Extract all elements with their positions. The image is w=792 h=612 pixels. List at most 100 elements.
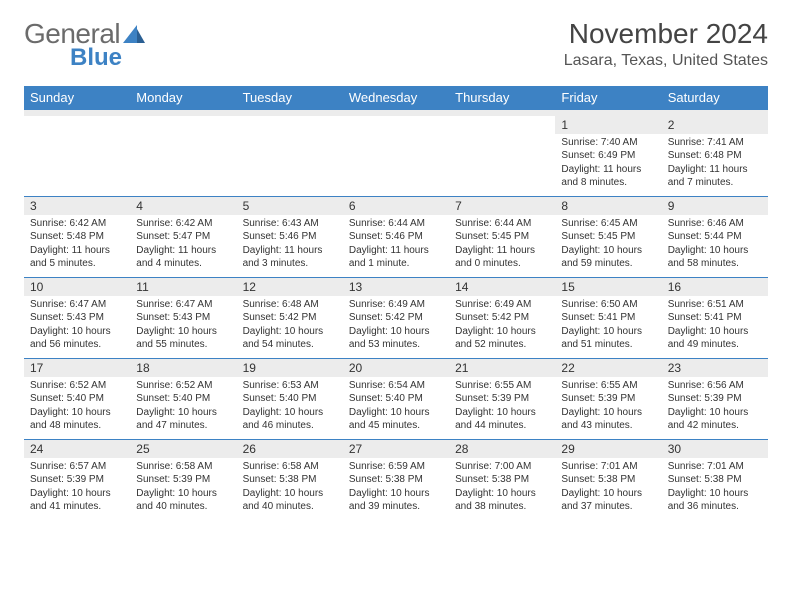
day-detail: Sunrise: 7:41 AMSunset: 6:48 PMDaylight:… (662, 134, 768, 197)
day-detail: Sunrise: 6:44 AMSunset: 5:45 PMDaylight:… (449, 215, 555, 278)
day-detail: Sunrise: 6:50 AMSunset: 5:41 PMDaylight:… (555, 296, 661, 359)
day-detail: Sunrise: 6:54 AMSunset: 5:40 PMDaylight:… (343, 377, 449, 440)
day-number (449, 116, 555, 134)
day-number: 11 (130, 277, 236, 296)
day-number: 17 (24, 358, 130, 377)
daylight-text-2: and 37 minutes. (561, 500, 655, 514)
sunrise-text: Sunrise: 6:53 AM (243, 379, 337, 393)
daylight-text-1: Daylight: 10 hours (243, 325, 337, 339)
day-number: 1 (555, 116, 661, 134)
day-number: 27 (343, 439, 449, 458)
day-number: 19 (237, 358, 343, 377)
day-number: 29 (555, 439, 661, 458)
day-number: 25 (130, 439, 236, 458)
daylight-text-1: Daylight: 10 hours (455, 406, 549, 420)
daylight-text-1: Daylight: 10 hours (349, 487, 443, 501)
sunrise-text: Sunrise: 6:50 AM (561, 298, 655, 312)
sunset-text: Sunset: 5:42 PM (243, 311, 337, 325)
day-number: 10 (24, 277, 130, 296)
sunrise-text: Sunrise: 6:42 AM (136, 217, 230, 231)
day-detail: Sunrise: 6:42 AMSunset: 5:48 PMDaylight:… (24, 215, 130, 278)
daylight-text-1: Daylight: 10 hours (668, 487, 762, 501)
sunset-text: Sunset: 5:48 PM (30, 230, 124, 244)
daylight-text-2: and 1 minute. (349, 257, 443, 271)
title-block: November 2024 Lasara, Texas, United Stat… (564, 18, 768, 70)
month-title: November 2024 (564, 18, 768, 50)
day-number: 9 (662, 196, 768, 215)
daylight-text-1: Daylight: 11 hours (668, 163, 762, 177)
day-number: 12 (237, 277, 343, 296)
daylight-text-1: Daylight: 10 hours (561, 487, 655, 501)
sunset-text: Sunset: 5:40 PM (30, 392, 124, 406)
daylight-text-1: Daylight: 10 hours (243, 487, 337, 501)
sunset-text: Sunset: 5:39 PM (30, 473, 124, 487)
daylight-text-2: and 5 minutes. (30, 257, 124, 271)
sunset-text: Sunset: 5:38 PM (561, 473, 655, 487)
sunset-text: Sunset: 5:39 PM (455, 392, 549, 406)
day-detail: Sunrise: 7:00 AMSunset: 5:38 PMDaylight:… (449, 458, 555, 520)
day-number: 28 (449, 439, 555, 458)
day-detail: Sunrise: 7:40 AMSunset: 6:49 PMDaylight:… (555, 134, 661, 197)
day-number: 20 (343, 358, 449, 377)
daylight-text-2: and 58 minutes. (668, 257, 762, 271)
day-of-week-row: Sunday Monday Tuesday Wednesday Thursday… (24, 86, 768, 110)
sunrise-text: Sunrise: 7:40 AM (561, 136, 655, 150)
sunrise-text: Sunrise: 7:01 AM (668, 460, 762, 474)
daylight-text-2: and 41 minutes. (30, 500, 124, 514)
sunset-text: Sunset: 5:42 PM (455, 311, 549, 325)
sunrise-text: Sunrise: 6:51 AM (668, 298, 762, 312)
daylight-text-1: Daylight: 11 hours (136, 244, 230, 258)
dow-sun: Sunday (24, 86, 130, 110)
sunrise-text: Sunrise: 6:44 AM (349, 217, 443, 231)
daylight-text-2: and 4 minutes. (136, 257, 230, 271)
day-detail: Sunrise: 6:46 AMSunset: 5:44 PMDaylight:… (662, 215, 768, 278)
daylight-text-1: Daylight: 10 hours (561, 325, 655, 339)
day-detail: Sunrise: 6:52 AMSunset: 5:40 PMDaylight:… (24, 377, 130, 440)
day-number: 22 (555, 358, 661, 377)
day-detail: Sunrise: 6:57 AMSunset: 5:39 PMDaylight:… (24, 458, 130, 520)
location: Lasara, Texas, United States (564, 52, 768, 70)
sunset-text: Sunset: 5:44 PM (668, 230, 762, 244)
day-number: 6 (343, 196, 449, 215)
daylight-text-2: and 45 minutes. (349, 419, 443, 433)
dow-wed: Wednesday (343, 86, 449, 110)
day-number: 5 (237, 196, 343, 215)
day-detail: Sunrise: 6:56 AMSunset: 5:39 PMDaylight:… (662, 377, 768, 440)
sunset-text: Sunset: 5:42 PM (349, 311, 443, 325)
day-detail: Sunrise: 6:43 AMSunset: 5:46 PMDaylight:… (237, 215, 343, 278)
sunrise-text: Sunrise: 6:56 AM (668, 379, 762, 393)
logo-word2: Blue (70, 44, 145, 72)
daylight-text-2: and 51 minutes. (561, 338, 655, 352)
sunset-text: Sunset: 5:43 PM (30, 311, 124, 325)
dow-thu: Thursday (449, 86, 555, 110)
day-detail: Sunrise: 6:47 AMSunset: 5:43 PMDaylight:… (130, 296, 236, 359)
day-detail: Sunrise: 6:58 AMSunset: 5:39 PMDaylight:… (130, 458, 236, 520)
daylight-text-1: Daylight: 10 hours (349, 406, 443, 420)
daylight-text-1: Daylight: 11 hours (349, 244, 443, 258)
sunrise-text: Sunrise: 6:55 AM (561, 379, 655, 393)
daylight-text-2: and 52 minutes. (455, 338, 549, 352)
day-number: 15 (555, 277, 661, 296)
day-detail: Sunrise: 7:01 AMSunset: 5:38 PMDaylight:… (555, 458, 661, 520)
week-daynum-row: 17181920212223 (24, 358, 768, 377)
day-number (343, 116, 449, 134)
sunrise-text: Sunrise: 6:52 AM (30, 379, 124, 393)
day-number: 7 (449, 196, 555, 215)
sunset-text: Sunset: 5:41 PM (668, 311, 762, 325)
sunset-text: Sunset: 5:46 PM (243, 230, 337, 244)
daylight-text-2: and 53 minutes. (349, 338, 443, 352)
daylight-text-2: and 46 minutes. (243, 419, 337, 433)
sunrise-text: Sunrise: 6:44 AM (455, 217, 549, 231)
logo-triangle-icon (123, 25, 145, 43)
day-number: 30 (662, 439, 768, 458)
daylight-text-1: Daylight: 10 hours (349, 325, 443, 339)
dow-sat: Saturday (662, 86, 768, 110)
week-detail-row: Sunrise: 6:52 AMSunset: 5:40 PM Daylight:… (24, 377, 768, 440)
sunrise-text: Sunrise: 6:55 AM (455, 379, 549, 393)
sunset-text: Sunset: 5:38 PM (349, 473, 443, 487)
sunrise-text: Sunrise: 6:54 AM (349, 379, 443, 393)
sunset-text: Sunset: 5:38 PM (668, 473, 762, 487)
day-detail: Sunrise: 6:55 AMSunset: 5:39 PMDaylight:… (555, 377, 661, 440)
sunset-text: Sunset: 5:41 PM (561, 311, 655, 325)
sunset-text: Sunset: 5:43 PM (136, 311, 230, 325)
